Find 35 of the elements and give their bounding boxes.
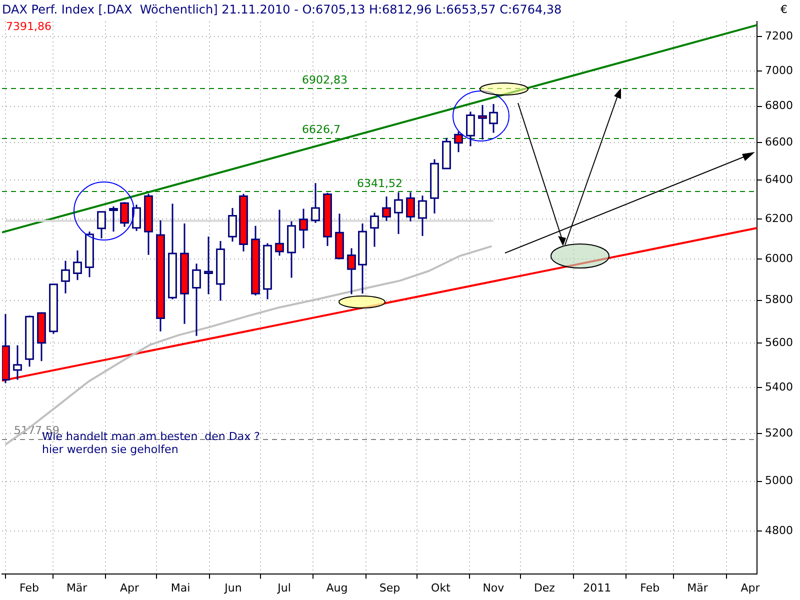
y-tick-label: 6200 <box>765 212 794 225</box>
y-tick-label: 5000 <box>765 474 794 488</box>
y-tick-label: 4800 <box>765 524 794 537</box>
y-tick-label: 5800 <box>765 293 794 306</box>
y-tick-label: 5400 <box>765 380 794 394</box>
x-tick-label: Apr <box>740 581 760 594</box>
y-tick-label: 7000 <box>765 64 794 77</box>
y-tick-label: 7200 <box>765 29 794 42</box>
ref-line-label: 6626,7 <box>302 123 340 136</box>
ref-line-label: 6341,52 <box>357 176 402 190</box>
annotation: hier werden sie geholfen <box>42 442 178 456</box>
x-tick-label: Sep <box>379 581 400 594</box>
y-tick-label: 6400 <box>765 173 794 186</box>
x-tick-label: Mai <box>170 581 190 594</box>
x-tick-label: 2011 <box>583 581 612 594</box>
x-tick-label: Jul <box>276 581 291 594</box>
y-tick-label: 5200 <box>765 426 794 440</box>
x-tick-label: Okt <box>431 581 452 594</box>
x-tick-label: Feb <box>640 581 660 594</box>
x-tick-label: Mär <box>687 581 708 594</box>
x-tick-label: Aug <box>326 581 348 594</box>
y-tick-label: 5600 <box>765 336 794 349</box>
x-tick-label: Dez <box>534 581 556 594</box>
ref-line-label: 6902,83 <box>302 73 348 86</box>
x-tick-label: Feb <box>19 581 39 594</box>
y-tick-label: 6800 <box>765 99 794 112</box>
y-tick-label: 6000 <box>765 252 794 265</box>
y-axis-title: € <box>780 2 788 16</box>
y-tick-label: 6600 <box>765 136 794 149</box>
x-tick-label: Mär <box>66 581 88 594</box>
annotation: 7391,86 <box>6 20 52 33</box>
x-tick-label: Nov <box>482 581 505 594</box>
x-tick-label: Apr <box>120 581 140 594</box>
x-tick-label: Jun <box>224 581 242 594</box>
chart-title: DAX Perf. Index [.DAX Wöchentlich] 21.11.2010 - O:6705,13 H:6812,96 L:6653,57 C:6764,38 <box>2 2 562 16</box>
